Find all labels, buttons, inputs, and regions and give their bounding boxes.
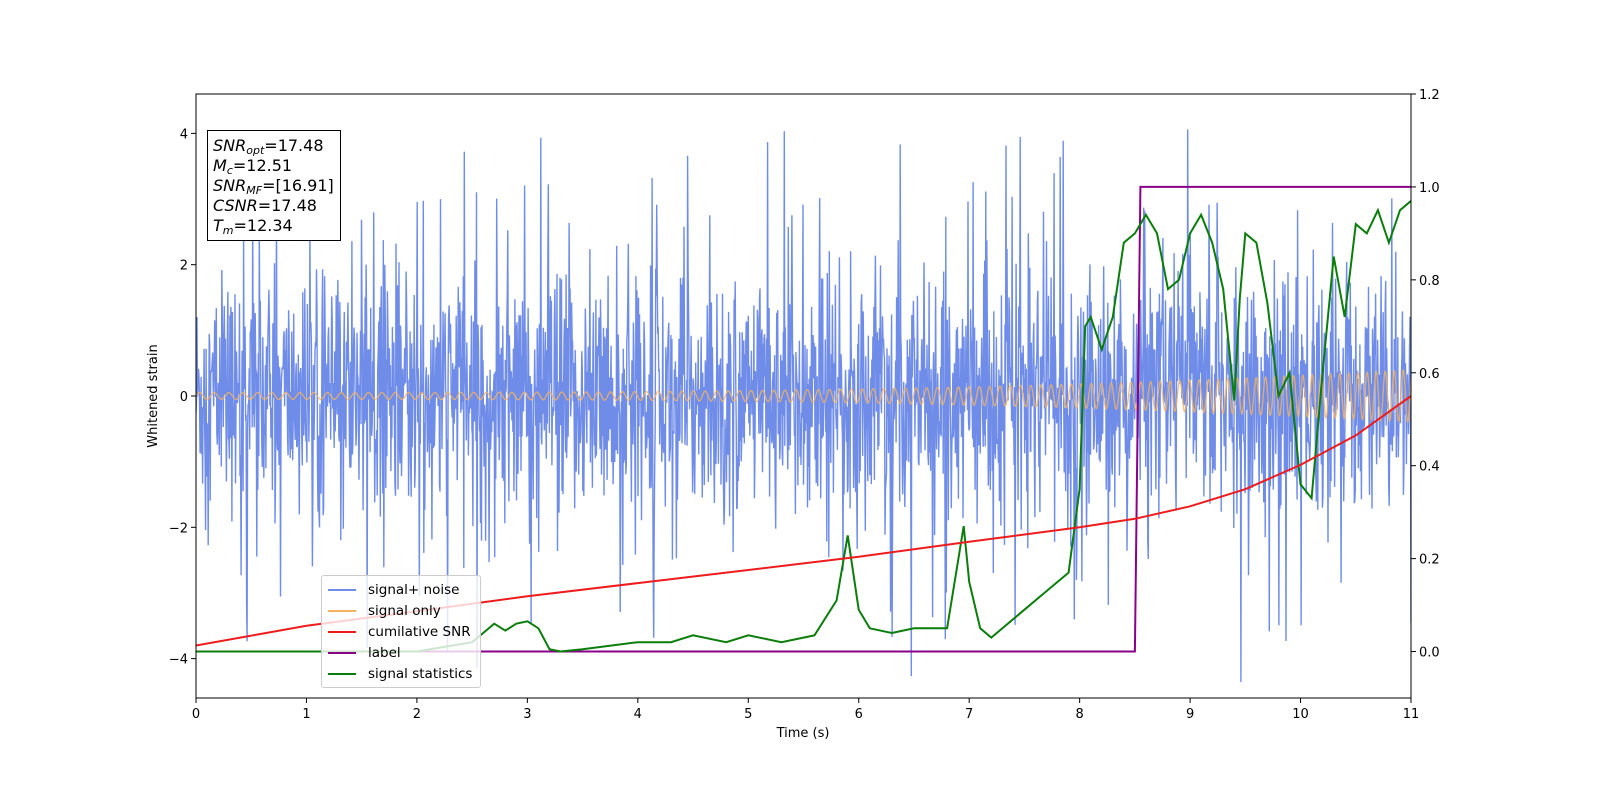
y-left-tick-label: 4 (180, 127, 188, 142)
x-tick-label: 9 (1186, 707, 1194, 722)
y-axis-left: −4 −2 0 2 4 (169, 127, 196, 668)
legend-item: signal+ noise (328, 579, 472, 600)
annotation-row: Tm=12.34 (213, 216, 334, 236)
y-axis-label: Whitened strain (146, 344, 161, 447)
annotation-subscript: c (226, 164, 233, 177)
label-line (196, 185, 1411, 653)
annotation-row: SNRopt=17.48 (213, 136, 334, 156)
annotation-symbol: M (213, 156, 227, 175)
x-tick-label: 11 (1403, 707, 1420, 722)
annotation-symbol: CSNR (213, 196, 258, 215)
x-tick-label: 1 (302, 707, 310, 722)
y-right-tick-label: 0.8 (1419, 274, 1440, 289)
legend: signal+ noise signal only cumilative SNR la… (321, 575, 482, 688)
x-tick-label: 10 (1292, 707, 1309, 722)
annotation-symbol: SNR (213, 176, 247, 195)
legend-label: cumilative SNR (368, 623, 471, 640)
legend-item: cumilative SNR (328, 621, 472, 642)
x-tick-label: 4 (634, 707, 642, 722)
legend-item: label (328, 642, 472, 663)
annotation-value: =17.48 (264, 136, 324, 155)
legend-item: signal only (328, 600, 472, 621)
annotation-row: CSNR=17.48 (213, 196, 334, 216)
x-tick-label: 3 (523, 707, 531, 722)
legend-swatch (328, 672, 356, 675)
annotation-row: SNRMF=[16.91] (213, 176, 334, 196)
signal-statistics-line (196, 200, 1411, 653)
legend-swatch (328, 630, 356, 633)
parameter-annotation-box: SNRopt=17.48 Mc=12.51 SNRMF=[16.91] CSNR=17… (207, 130, 341, 241)
y-left-tick-label: 2 (180, 259, 188, 274)
y-right-tick-label: 1.0 (1419, 181, 1440, 196)
x-axis: 0 1 2 3 4 5 6 7 8 9 10 11 (192, 698, 1419, 722)
legend-swatch (328, 609, 356, 612)
legend-swatch (328, 651, 356, 654)
annotation-subscript: opt (246, 144, 265, 157)
legend-swatch (328, 588, 356, 591)
legend-label: signal only (368, 602, 441, 619)
y-right-tick-label: 0.6 (1419, 367, 1440, 382)
x-axis-label: Time (s) (776, 726, 830, 741)
y-left-tick-label: 0 (180, 390, 188, 405)
annotation-row: Mc=12.51 (213, 156, 334, 176)
annotation-symbol: T (213, 216, 223, 235)
annotation-value: =[16.91] (262, 176, 334, 195)
annotation-symbol: SNR (213, 136, 247, 155)
signal-only-line (196, 368, 1411, 424)
legend-item: signal statistics (328, 663, 472, 684)
x-tick-label: 8 (1075, 707, 1083, 722)
x-tick-label: 6 (855, 707, 863, 722)
y-left-tick-label: −4 (169, 653, 188, 668)
y-right-tick-label: 0.4 (1419, 460, 1440, 475)
annotation-subscript: MF (246, 184, 263, 197)
annotation-value: =12.34 (233, 216, 293, 235)
annotation-subscript: m (222, 224, 234, 237)
x-tick-label: 7 (965, 707, 973, 722)
y-right-tick-label: 0.0 (1419, 646, 1440, 661)
annotation-value: =12.51 (232, 156, 293, 175)
annotation-value: =17.48 (257, 196, 317, 215)
y-right-tick-label: 1.2 (1419, 88, 1440, 103)
legend-label: signal+ noise (368, 581, 460, 598)
y-right-tick-label: 0.2 (1419, 553, 1440, 568)
legend-label: signal statistics (368, 665, 473, 682)
legend-label: label (368, 644, 401, 661)
x-tick-label: 5 (744, 707, 752, 722)
y-left-tick-label: −2 (169, 521, 188, 536)
x-tick-label: 0 (192, 707, 200, 722)
y-axis-right: 0.0 0.2 0.4 0.6 0.8 1.0 1.2 (1411, 88, 1440, 661)
signal-plus-noise-line (196, 129, 1411, 683)
x-tick-label: 2 (413, 707, 421, 722)
